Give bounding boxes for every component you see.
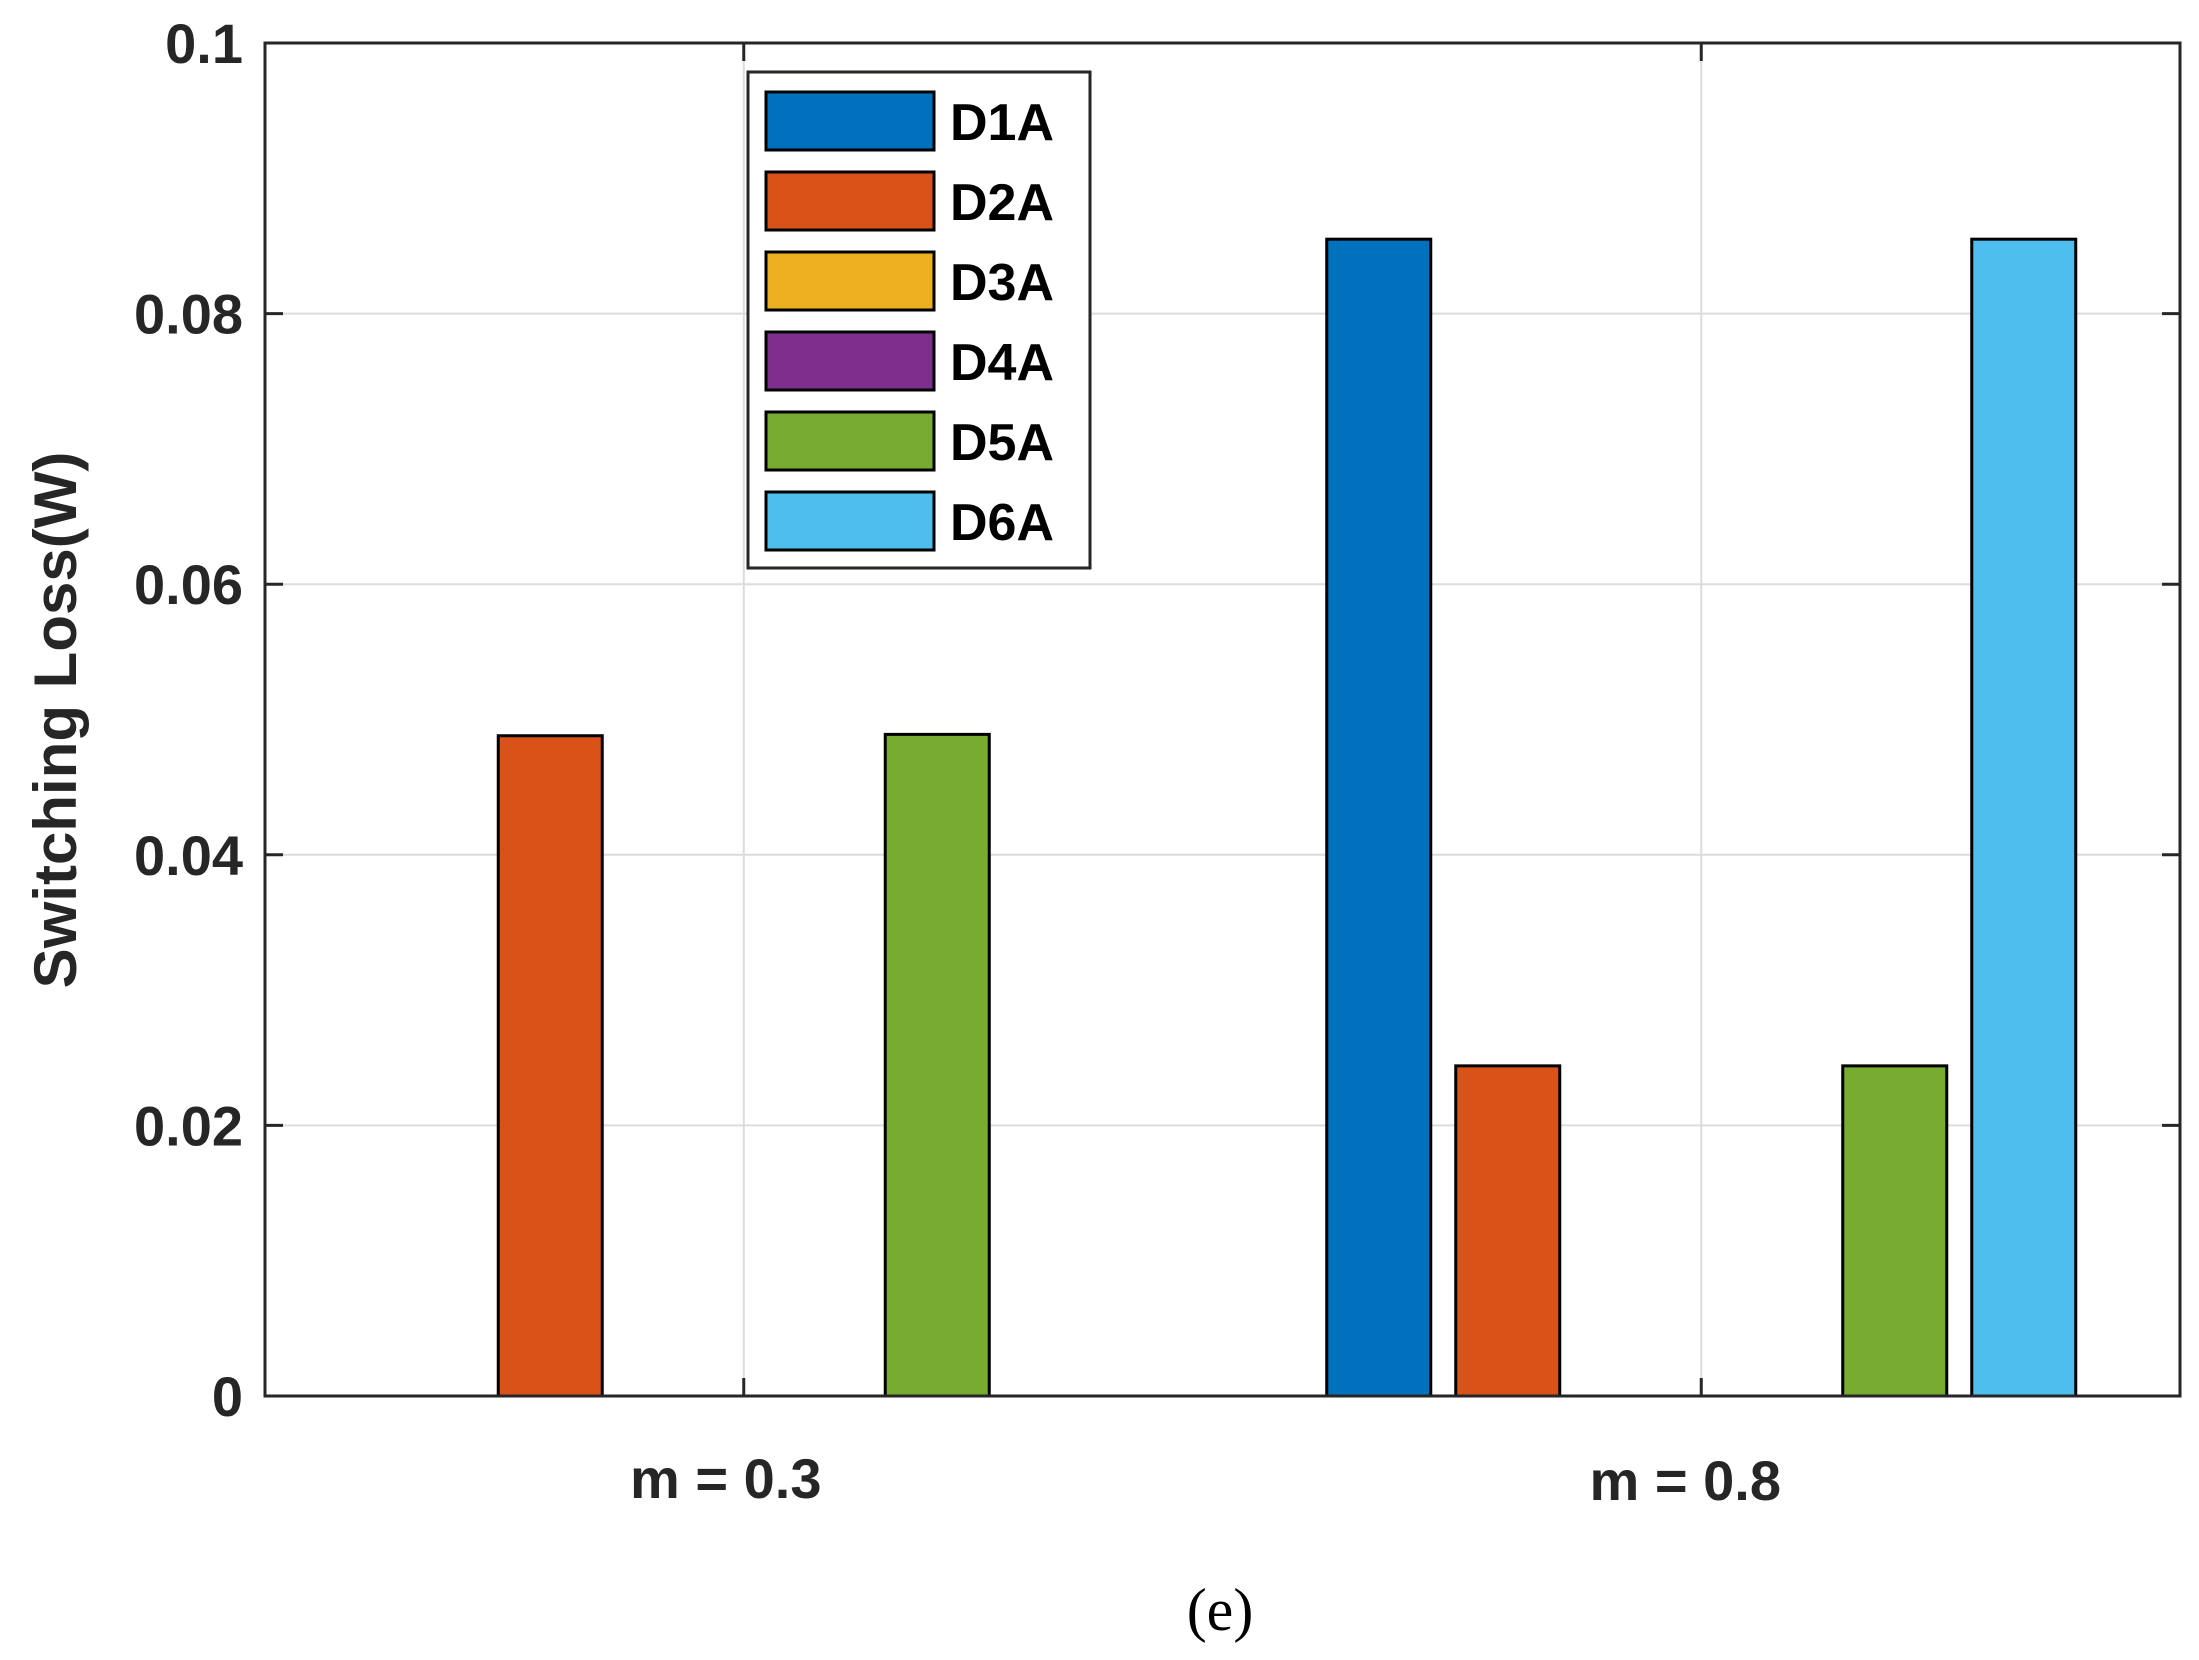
bars [496, 237, 2078, 1398]
y-tick-label: 0 [212, 1365, 243, 1428]
figure-caption: (e) [1187, 1577, 1254, 1643]
legend-swatch-d1a [764, 90, 936, 152]
legend: D1A D2A D3A D4A D5A D6A [746, 70, 1092, 570]
legend-label-d6a: D6A [950, 494, 1054, 552]
x-axis-ticks: m = 0.3 m = 0.8 [630, 43, 1781, 1512]
bar-d2a-m03 [496, 734, 604, 1398]
legend-label-d2a: D2A [950, 174, 1054, 232]
legend-swatch-d2a [764, 170, 936, 232]
x-tick-label: m = 0.8 [1590, 1449, 1781, 1512]
bar-d2a-m08 [1454, 1064, 1562, 1398]
bar-d5a-m03 [883, 732, 991, 1398]
y-tick-label: 0.08 [134, 283, 243, 346]
bar-d6a-m08 [1970, 237, 2078, 1398]
legend-label-d3a: D3A [950, 254, 1054, 312]
y-axis-ticks: 0 0.02 0.04 0.06 0.08 0.1 [134, 12, 2180, 1428]
bar-d1a-m08 [1325, 237, 1433, 1398]
x-tick-label: m = 0.3 [630, 1447, 821, 1510]
legend-swatch-d6a [764, 490, 936, 552]
legend-swatch-d4a [764, 330, 936, 392]
legend-label-d1a: D1A [950, 94, 1054, 152]
y-tick-label: 0.04 [134, 824, 243, 887]
legend-label-d4a: D4A [950, 334, 1054, 392]
plot-frame [263, 41, 2182, 1398]
y-tick-label: 0.02 [134, 1094, 243, 1157]
y-tick-label: 0.1 [165, 12, 243, 75]
legend-swatch-d3a [764, 250, 936, 312]
bar-d5a-m08 [1841, 1064, 1949, 1398]
y-tick-label: 0.06 [134, 553, 243, 616]
legend-swatch-d5a [764, 410, 936, 472]
legend-label-d5a: D5A [950, 414, 1054, 472]
legend-box [746, 70, 1092, 570]
y-axis-label: Switching Loss(W) [22, 452, 89, 989]
